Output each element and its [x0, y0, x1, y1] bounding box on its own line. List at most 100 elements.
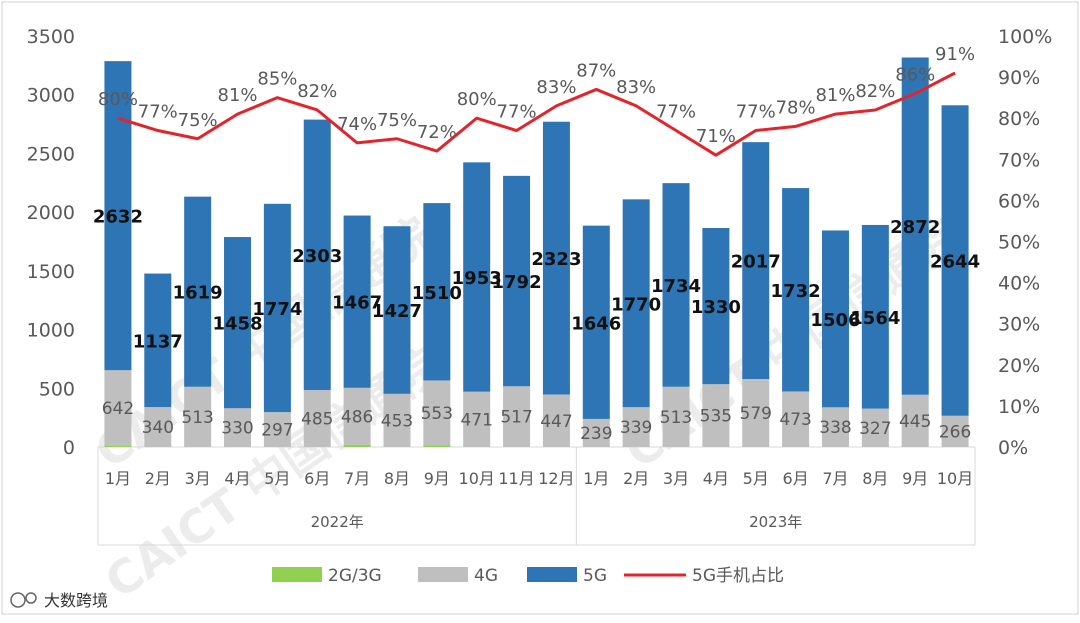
- bar-5g: [542, 121, 570, 395]
- label-5g: 1330: [691, 297, 741, 318]
- bar-5g: [263, 203, 291, 413]
- label-share: 71%: [696, 126, 736, 147]
- label-share: 82%: [297, 81, 337, 102]
- label-4g: 453: [381, 411, 413, 431]
- x-tick-label: 7月: [344, 469, 370, 488]
- y-right-tick: 10%: [998, 396, 1040, 418]
- label-4g: 642: [102, 399, 134, 419]
- label-5g: 1734: [651, 276, 701, 297]
- x-tick-label: 4月: [703, 469, 729, 488]
- label-5g: 1732: [771, 281, 821, 302]
- y-right-tick: 30%: [998, 314, 1040, 336]
- legend-swatch-2: [527, 567, 577, 582]
- y-left-tick: 3500: [27, 26, 75, 48]
- label-5g: 1137: [133, 331, 183, 352]
- legend-swatch-1: [418, 567, 468, 582]
- bar-4g: [144, 407, 172, 447]
- y-right-tick: 0%: [998, 437, 1028, 459]
- group-label: 2022年: [311, 513, 364, 531]
- legend-label: 5G手机占比: [692, 566, 784, 586]
- label-4g: 445: [899, 412, 931, 432]
- label-5g: 1564: [850, 308, 900, 329]
- y-left-tick: 0: [63, 437, 75, 459]
- bar-5g: [503, 175, 531, 387]
- label-4g: 553: [421, 404, 453, 424]
- label-share: 80%: [457, 89, 497, 110]
- label-4g: 513: [181, 408, 213, 428]
- label-4g: 485: [301, 410, 333, 430]
- bar-4g: [503, 386, 531, 447]
- x-tick-label: 8月: [862, 469, 888, 488]
- y-left-tick: 1500: [27, 261, 75, 283]
- label-share: 77%: [497, 102, 537, 123]
- bar-5g: [104, 61, 132, 371]
- share-line-path: [117, 71, 956, 157]
- x-tick-label: 6月: [304, 469, 330, 488]
- label-share: 83%: [536, 77, 576, 98]
- x-tick-label: 12月: [538, 469, 574, 488]
- label-4g: 579: [740, 404, 772, 424]
- label-4g: 447: [540, 412, 572, 432]
- x-tick-label: 9月: [424, 469, 450, 488]
- label-5g: 1510: [412, 283, 462, 304]
- label-share: 81%: [815, 85, 855, 106]
- bar-4g: [383, 393, 411, 447]
- label-share: 91%: [935, 44, 975, 65]
- label-4g: 471: [460, 410, 492, 430]
- label-5g: 1953: [452, 268, 502, 289]
- bar-2g-3g: [423, 445, 451, 447]
- y-right-tick: 60%: [998, 190, 1040, 212]
- bar-5g: [662, 183, 690, 387]
- x-tick-label: 7月: [822, 469, 848, 488]
- bar-5g: [622, 199, 650, 408]
- label-5g: 1506: [810, 310, 860, 331]
- y-right-tick: 80%: [998, 108, 1040, 130]
- x-tick-label: 10月: [937, 469, 973, 488]
- label-share: 75%: [178, 110, 218, 131]
- label-4g: 327: [859, 419, 891, 439]
- bar-5g: [343, 215, 371, 388]
- y-right-tick: 70%: [998, 149, 1040, 171]
- x-tick-label: 11月: [498, 469, 534, 488]
- brand-icon: [10, 592, 26, 608]
- label-5g: 2303: [292, 246, 342, 267]
- y-right-tick: 100%: [998, 26, 1052, 48]
- y-right-tick: 90%: [998, 67, 1040, 89]
- bar-4g: [343, 387, 371, 445]
- bar-4g: [224, 408, 252, 447]
- x-tick-label: 2月: [145, 469, 171, 488]
- bar-4g: [861, 408, 889, 447]
- label-share: 81%: [218, 85, 258, 106]
- bar-4g: [303, 390, 331, 447]
- y-left-tick: 2000: [27, 202, 75, 224]
- label-5g: 1427: [372, 301, 422, 322]
- label-5g: 2872: [890, 217, 940, 238]
- label-share: 80%: [98, 89, 138, 110]
- bar-4g: [702, 384, 730, 447]
- y-right-tick: 50%: [998, 232, 1040, 254]
- bar-5g: [144, 273, 172, 408]
- label-5g: 2017: [731, 252, 781, 273]
- label-share: 74%: [337, 114, 377, 135]
- label-5g: 1646: [571, 313, 621, 334]
- label-5g: 1619: [173, 283, 223, 304]
- bar-4g: [622, 407, 650, 447]
- bar-5g: [901, 57, 929, 395]
- bar-2g-3g: [104, 445, 132, 447]
- x-tick-label: 3月: [185, 469, 211, 488]
- label-5g: 2323: [531, 249, 581, 270]
- x-tick-label: 4月: [224, 469, 250, 488]
- group-label: 2023年: [749, 513, 802, 531]
- label-share: 83%: [616, 77, 656, 98]
- bar-5g: [463, 162, 491, 392]
- label-4g: 297: [261, 421, 293, 441]
- bar-5g: [582, 225, 610, 419]
- brand-logo: 大数跨境: [10, 591, 108, 610]
- x-tick-label: 5月: [264, 469, 290, 488]
- bars: [104, 57, 969, 447]
- bar-4g: [821, 407, 849, 447]
- x-tick-label: 1月: [105, 469, 131, 488]
- x-tick-label: 3月: [663, 469, 689, 488]
